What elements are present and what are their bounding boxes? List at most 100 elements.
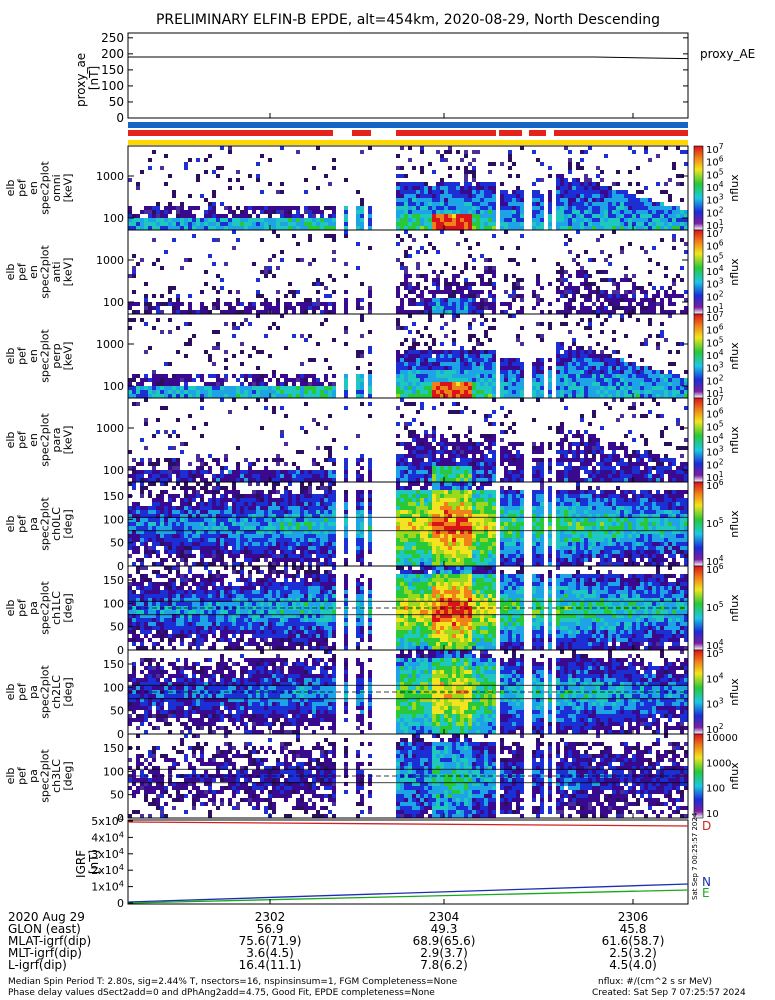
spectrogram-cell — [216, 462, 220, 466]
spectrogram-cell — [232, 542, 236, 546]
spectrogram-cell — [660, 218, 664, 222]
spectrogram-cell — [568, 390, 572, 394]
spectrogram-cell — [644, 370, 648, 374]
spectrogram-cell — [572, 474, 576, 478]
spectrogram-cell — [492, 226, 496, 230]
spectrogram-cell — [500, 366, 504, 370]
spectrogram-cell — [192, 334, 196, 338]
spectrogram-cell — [440, 226, 444, 230]
spectrogram-cell — [308, 210, 312, 214]
spectrogram-cell — [156, 202, 160, 206]
spectrogram-cell — [632, 206, 636, 210]
spectrogram-cell — [244, 494, 248, 498]
spectrogram-cell — [652, 378, 656, 382]
spectrogram-cell — [536, 298, 540, 302]
spectrogram-cell — [180, 534, 184, 538]
spectrogram-cell — [672, 210, 676, 214]
spectrogram-cell — [484, 334, 488, 338]
spectrogram-cell — [188, 158, 192, 162]
spectrogram-cell — [164, 558, 168, 562]
spectrogram-cell — [240, 386, 244, 390]
spectrogram-cell — [396, 382, 400, 386]
spectrogram-cell — [480, 282, 484, 286]
spectrogram-cell — [472, 282, 476, 286]
spectrogram-cell — [204, 214, 208, 218]
spectrogram-cell — [304, 378, 308, 382]
spectrogram-cell — [300, 426, 304, 430]
spectrogram-cell — [644, 462, 648, 466]
spectrogram-cell — [156, 538, 160, 542]
spectrogram-cell — [228, 490, 232, 494]
spectrogram-cell — [568, 350, 572, 354]
spectrogram-cell — [580, 194, 584, 198]
spectrogram-cell — [584, 250, 588, 254]
spectrogram-cell — [476, 206, 480, 210]
spectrogram-cell — [584, 478, 588, 482]
spectrogram-cell — [508, 214, 512, 218]
spectrogram-cell — [416, 374, 420, 378]
spectrogram-cell — [580, 302, 584, 306]
spectrogram-cell — [216, 222, 220, 226]
spectrogram-cell — [144, 506, 148, 510]
spectrogram-cell — [476, 198, 480, 202]
spectrogram-cell — [548, 302, 552, 306]
spectrogram-cell — [448, 218, 452, 222]
spectrogram-cell — [504, 386, 508, 390]
spectrogram-cell — [396, 306, 400, 310]
spectrogram-cell — [620, 210, 624, 214]
spectrogram-cell — [180, 522, 184, 526]
spectrogram-cell — [516, 186, 520, 190]
spectrogram-cell — [328, 310, 332, 314]
spectrogram-cell — [216, 306, 220, 310]
spectrogram-cell — [244, 318, 248, 322]
spectrogram-cell — [512, 386, 516, 390]
spectrogram-cell — [596, 194, 600, 198]
spectrogram-cell — [676, 382, 680, 386]
spectrogram-cell — [548, 206, 552, 210]
spectrogram-cell — [412, 458, 416, 462]
spectrogram-cell — [268, 518, 272, 522]
spectrogram-cell — [304, 302, 308, 306]
spectrogram-cell — [200, 466, 204, 470]
spectrogram-cell — [632, 474, 636, 478]
spectrogram-cell — [188, 462, 192, 466]
spectrogram-cell — [288, 478, 292, 482]
spectrogram-cell — [520, 226, 524, 230]
spectrogram-cell — [512, 286, 516, 290]
spectrogram-cell — [452, 222, 456, 226]
spectrogram-cell — [620, 318, 624, 322]
spectrogram-cell — [188, 510, 192, 514]
spectrogram-cell — [236, 170, 240, 174]
spectrogram-cell — [192, 426, 196, 430]
spectrogram-cell — [468, 390, 472, 394]
spectrogram-cell — [604, 194, 608, 198]
spectrogram-cell — [128, 326, 132, 330]
spectrogram-cell — [200, 542, 204, 546]
spectrogram-cell — [164, 430, 168, 434]
spectrogram-cell — [176, 418, 180, 422]
spectrogram-cell — [204, 198, 208, 202]
spectrogram-cell — [428, 306, 432, 310]
spectrogram-cell — [180, 222, 184, 226]
spectrogram-cell — [680, 466, 684, 470]
spectrogram-cell — [176, 482, 180, 486]
spectrogram-cell — [280, 218, 284, 222]
spectrogram-cell — [344, 210, 348, 214]
spectrogram-cell — [140, 518, 144, 522]
spectrogram-cell — [244, 522, 248, 526]
spectrogram-cell — [128, 522, 132, 526]
spectrogram-cell — [548, 370, 552, 374]
spectrogram-cell — [460, 306, 464, 310]
spectrogram-cell — [160, 502, 164, 506]
spectrogram-cell — [492, 274, 496, 278]
spectrogram-cell — [184, 506, 188, 510]
spectrogram-cell — [196, 390, 200, 394]
spectrogram-cell — [188, 478, 192, 482]
spectrogram-cell — [448, 350, 452, 354]
spectrogram-cell — [580, 206, 584, 210]
spectrogram-cell — [436, 302, 440, 306]
spectrogram-cell — [420, 302, 424, 306]
spectrogram-cell — [648, 450, 652, 454]
spectrogram-cell — [312, 474, 316, 478]
spectrogram-cell — [464, 366, 468, 370]
